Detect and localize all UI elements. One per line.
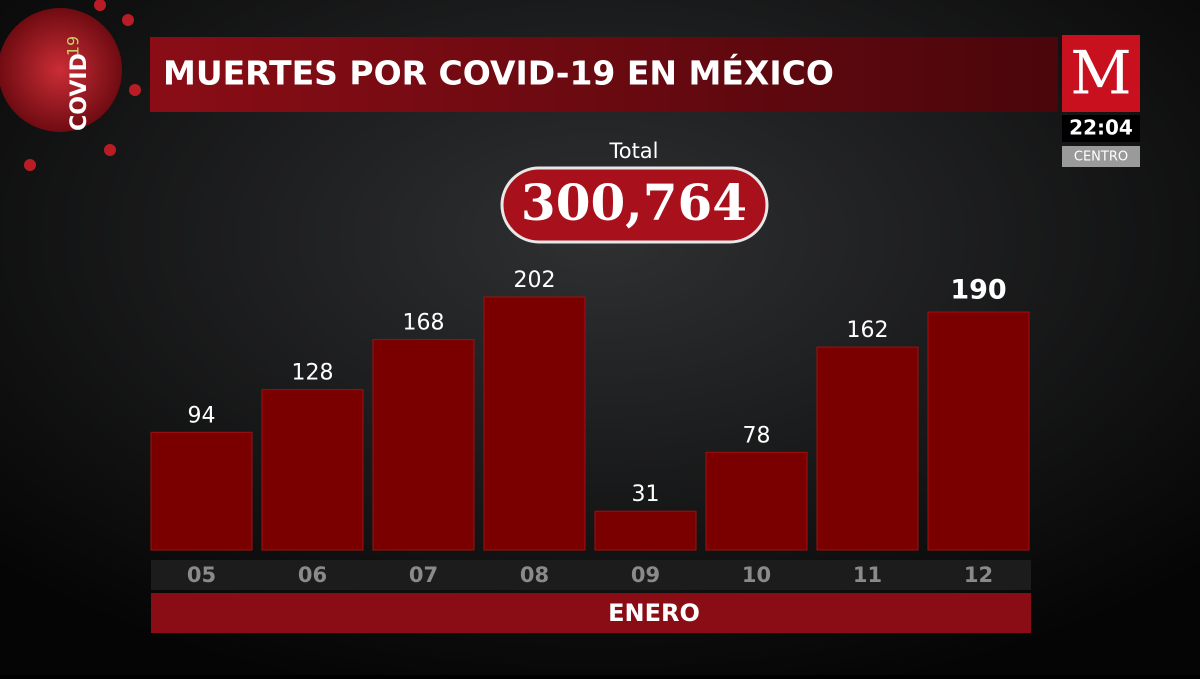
total-label: Total: [608, 139, 658, 163]
value-label: 202: [514, 268, 556, 293]
time: 22:04: [1069, 116, 1133, 140]
value-label: 168: [403, 311, 445, 336]
x-tick-label: 05: [187, 563, 216, 587]
value-label: 190: [950, 275, 1006, 306]
value-label: 31: [632, 482, 660, 507]
x-tick-label: 11: [853, 563, 882, 587]
zone: CENTRO: [1074, 150, 1128, 165]
x-tick-label: 09: [631, 563, 660, 587]
time-box: [1062, 115, 1140, 142]
bar: [150, 431, 253, 551]
covid-number: 19: [64, 36, 83, 56]
total-pill: [500, 166, 769, 244]
virus-icon: [0, 0, 141, 171]
chart-title: MUERTES POR COVID-19 EN MÉXICO: [163, 53, 834, 93]
bar: [594, 510, 697, 551]
covid-text: COVID: [67, 53, 92, 131]
bar: [372, 339, 475, 551]
category-strip: [151, 560, 1031, 590]
x-tick-label: 08: [520, 563, 549, 587]
bar: [261, 389, 364, 551]
x-tick-label: 07: [409, 563, 438, 587]
bar: [705, 451, 808, 551]
logo-box: [1062, 35, 1140, 112]
value-label: 128: [292, 361, 334, 386]
title-bar: [150, 37, 1058, 112]
zone-box: [1062, 146, 1140, 167]
value-label: 78: [743, 423, 771, 448]
x-tick-label: 12: [964, 563, 993, 587]
x-label-bar: [151, 593, 1031, 633]
x-tick-label: 06: [298, 563, 327, 587]
value-label: 94: [188, 403, 216, 428]
logo: M: [1070, 39, 1131, 109]
total: 300,764: [521, 173, 747, 232]
bar: [927, 311, 1030, 551]
x-label: ENERO: [608, 599, 700, 627]
bar: [483, 296, 586, 551]
bar: [816, 346, 919, 551]
x-tick-label: 10: [742, 563, 771, 587]
value-label: 162: [847, 318, 889, 343]
